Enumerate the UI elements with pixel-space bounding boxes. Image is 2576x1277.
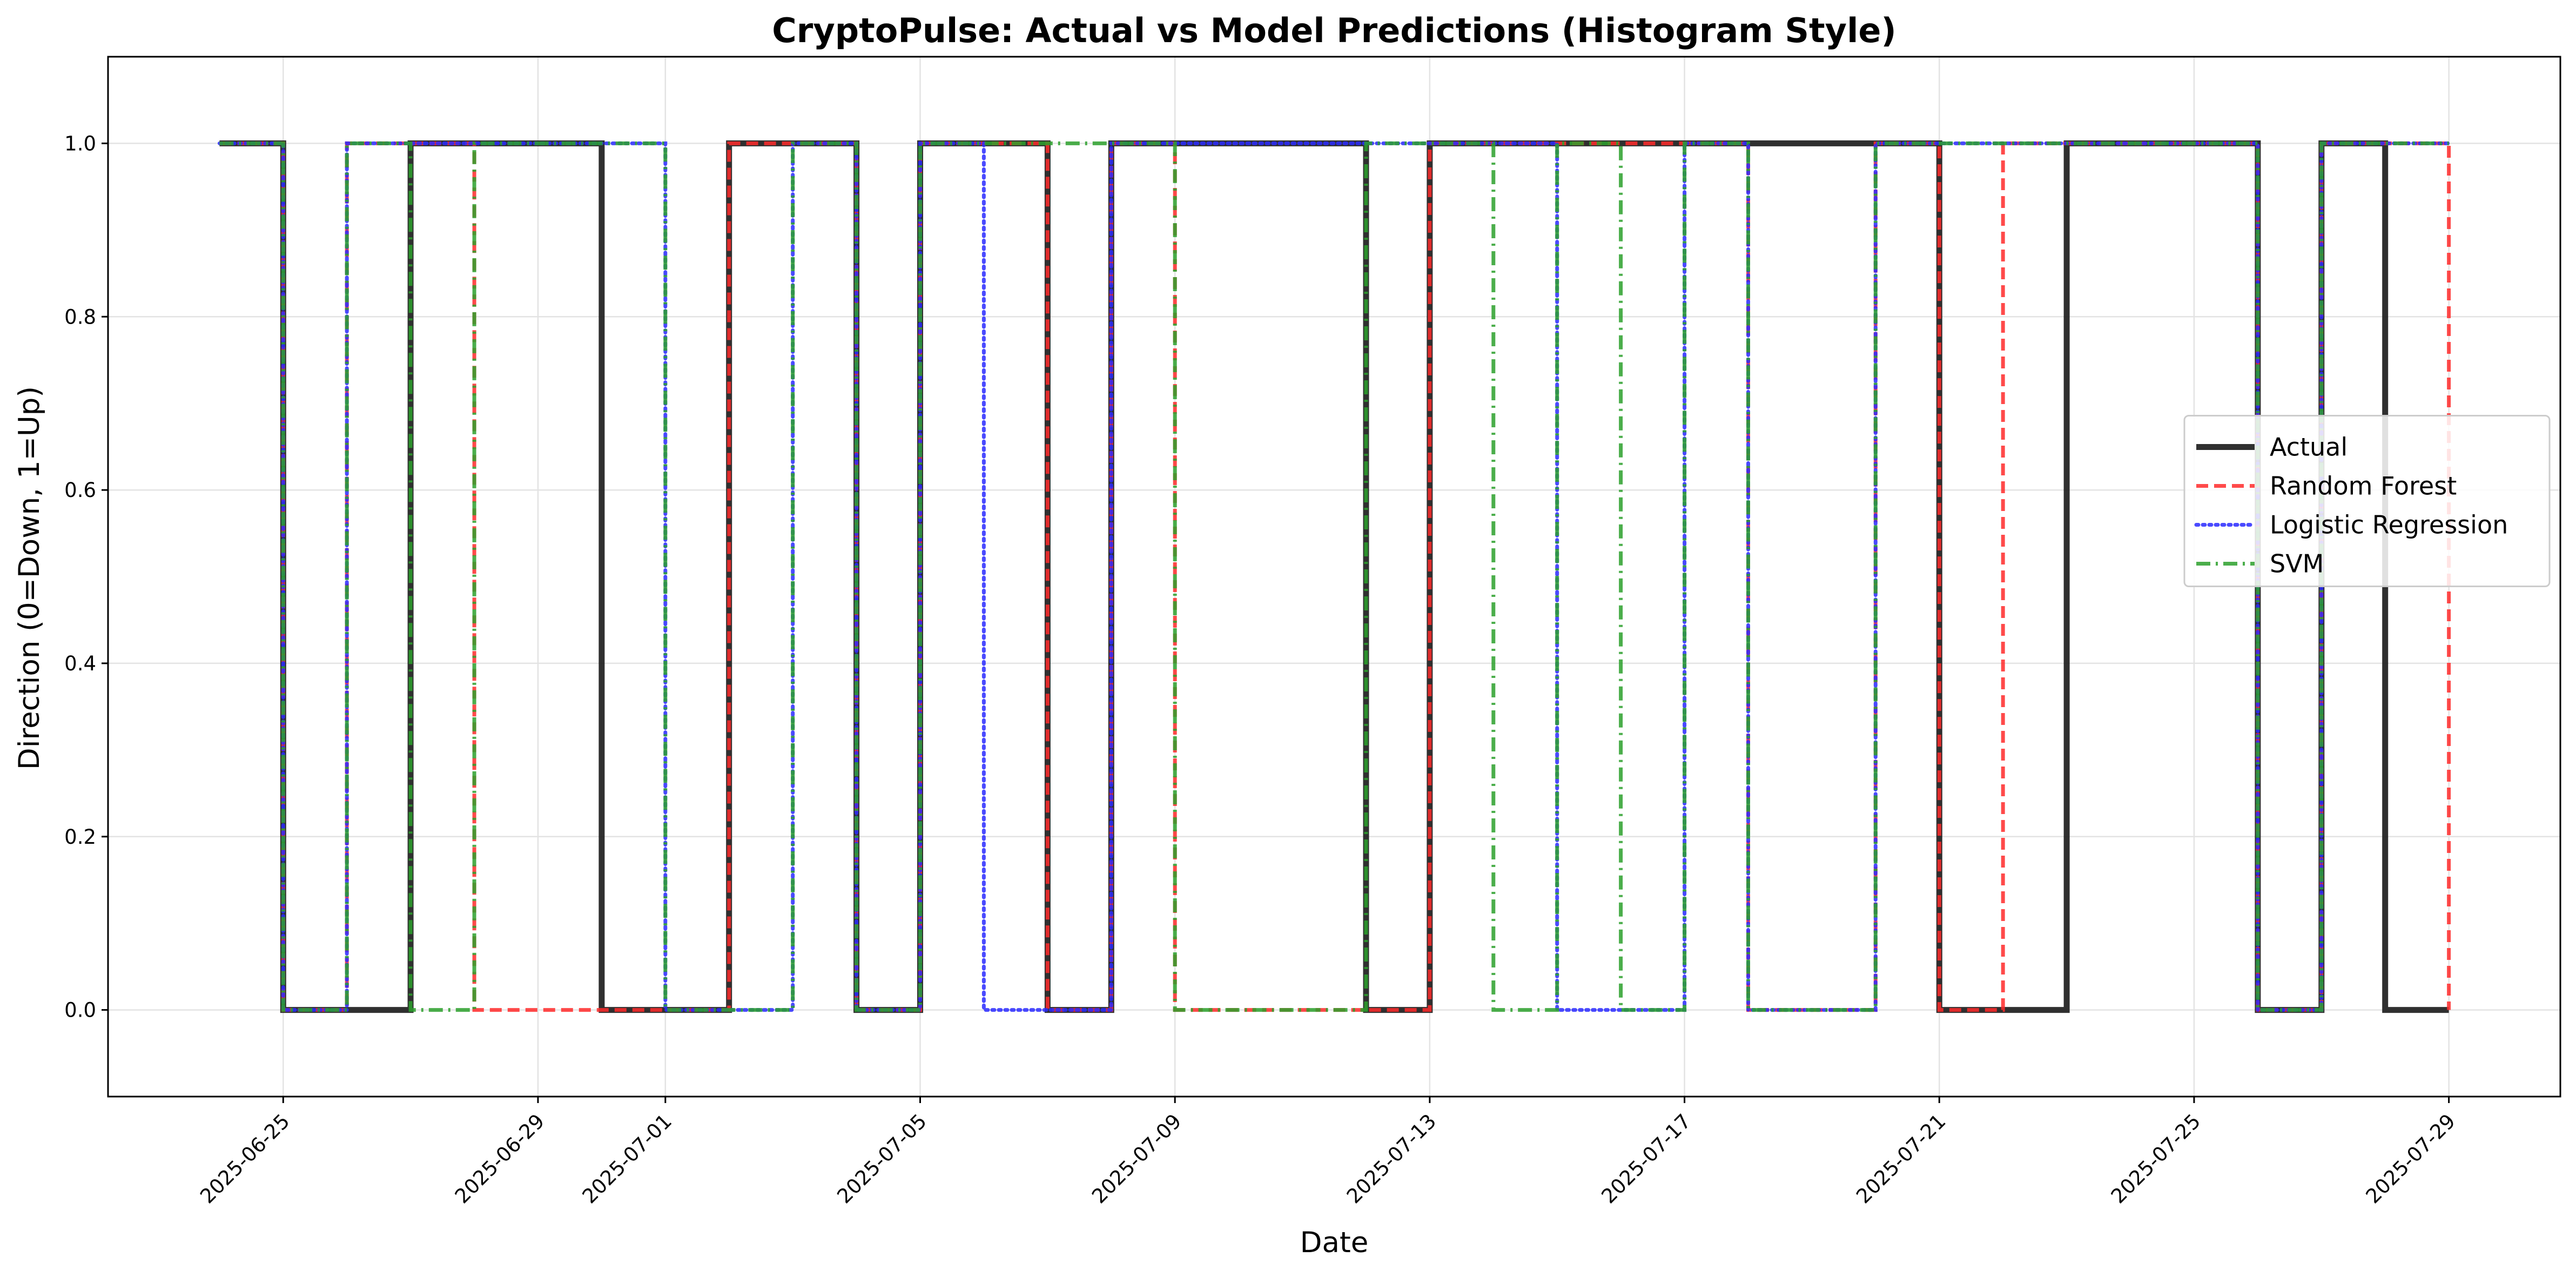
- y-tick-label: 1.0: [64, 132, 96, 155]
- legend-label: Actual: [2270, 433, 2348, 462]
- legend-label: Logistic Regression: [2270, 510, 2508, 540]
- legend-label: Random Forest: [2270, 472, 2457, 501]
- x-axis-label: Date: [1300, 1226, 1369, 1259]
- y-tick-label: 0.0: [64, 999, 96, 1022]
- y-tick-label: 0.8: [64, 305, 96, 328]
- legend-label: SVM: [2270, 549, 2324, 579]
- y-tick-label: 0.4: [64, 652, 96, 675]
- legend: Actual Random Forest Logistic Regression SV…: [2183, 415, 2551, 587]
- series-line-svm: [219, 141, 2449, 1012]
- plot-frame: [107, 56, 2561, 1098]
- legend-box: [2183, 415, 2551, 587]
- chart-title: CryptoPulse: Actual vs Model Predictions…: [772, 11, 1896, 50]
- y-tick-label: 0.2: [64, 825, 96, 849]
- y-tick-label: 0.6: [64, 479, 96, 502]
- y-axis-label: Direction (0=Down, 1=Up): [13, 386, 46, 770]
- series-group: [217, 140, 2451, 1013]
